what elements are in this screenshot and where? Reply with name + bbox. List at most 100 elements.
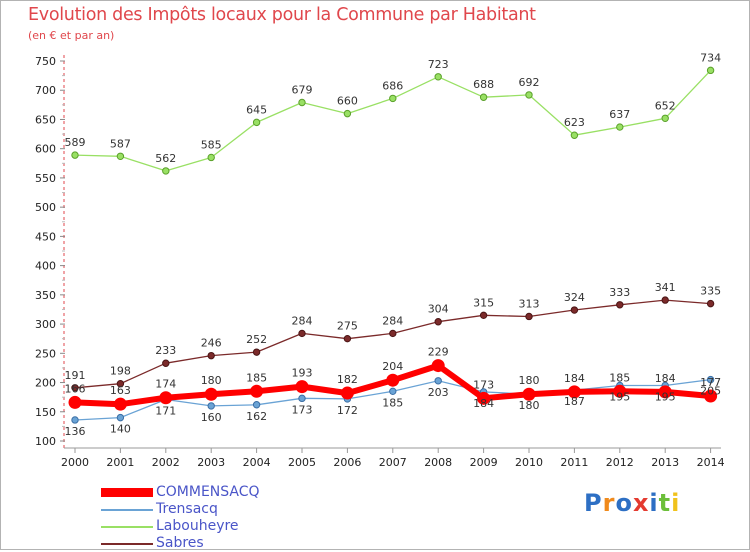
y-tick-label: 500 — [35, 201, 56, 214]
data-point-sabres — [207, 351, 215, 360]
data-label-sabres: 335 — [700, 285, 721, 298]
data-label-commensacq: 166 — [65, 382, 86, 395]
data-label-trensacq: 184 — [473, 397, 494, 410]
data-label-trensacq: 205 — [700, 385, 721, 398]
data-label-trensacq: 171 — [155, 404, 176, 417]
legend-label: Trensacq — [156, 501, 218, 517]
data-point-commensacq — [340, 386, 354, 400]
data-point-commensacq — [477, 391, 491, 405]
data-point-commensacq — [250, 384, 264, 398]
legend-label: COMMENSACQ — [156, 484, 260, 500]
data-label-commensacq: 180 — [519, 374, 540, 387]
data-label-trensacq: 185 — [382, 396, 403, 409]
data-point-commensacq — [522, 387, 536, 401]
data-point-labouheyre — [207, 153, 215, 162]
data-label-commensacq: 184 — [564, 372, 585, 385]
data-label-labouheyre: 589 — [65, 136, 86, 149]
x-tick-label: 2008 — [424, 456, 452, 469]
x-tick-label: 2011 — [560, 456, 588, 469]
data-point-sabres — [434, 318, 442, 326]
data-label-labouheyre: 688 — [473, 78, 494, 91]
data-label-commensacq: 177 — [700, 376, 721, 389]
data-point-sabres — [389, 329, 397, 338]
legend-swatch — [101, 488, 153, 497]
data-label-labouheyre: 562 — [155, 152, 176, 165]
data-label-sabres: 313 — [519, 297, 540, 310]
data-point-sabres — [298, 329, 306, 338]
proxiti-logo: Proxiti — [584, 489, 681, 517]
data-label-labouheyre: 587 — [110, 137, 131, 150]
data-label-trensacq: 187 — [564, 395, 585, 408]
data-label-commensacq: 204 — [382, 360, 403, 373]
x-tick-label: 2001 — [106, 456, 134, 469]
data-label-labouheyre: 652 — [655, 99, 676, 112]
x-tick-label: 2010 — [515, 456, 543, 469]
data-label-commensacq: 185 — [609, 371, 630, 384]
data-point-commensacq — [68, 395, 82, 409]
data-label-sabres: 252 — [246, 333, 267, 346]
data-label-commensacq: 174 — [155, 378, 176, 391]
data-label-sabres: 275 — [337, 320, 358, 333]
data-label-commensacq: 182 — [337, 373, 358, 386]
data-point-labouheyre — [570, 131, 579, 139]
data-point-commensacq — [113, 397, 127, 411]
data-label-commensacq: 193 — [292, 367, 313, 380]
data-label-labouheyre: 660 — [337, 95, 358, 108]
legend-swatch — [101, 508, 153, 511]
data-label-sabres: 315 — [473, 296, 494, 309]
data-point-trensacq — [298, 394, 306, 403]
legend-label: Labouheyre — [156, 518, 239, 534]
data-label-trensacq: 173 — [292, 403, 313, 416]
data-point-labouheyre — [434, 73, 442, 81]
data-label-trensacq: 195 — [609, 390, 630, 403]
data-point-commensacq — [613, 384, 627, 398]
data-label-commensacq: 229 — [428, 346, 449, 359]
data-point-trensacq — [434, 377, 442, 385]
y-tick-label: 350 — [35, 289, 56, 302]
data-point-sabres — [116, 380, 125, 388]
data-point-labouheyre — [298, 98, 306, 107]
y-tick-label: 150 — [35, 406, 56, 419]
data-point-trensacq — [207, 402, 215, 410]
data-label-trensacq: 172 — [337, 404, 358, 417]
data-point-labouheyre — [525, 91, 533, 99]
x-tick-label: 2003 — [197, 456, 225, 469]
x-tick-label: 2006 — [333, 456, 361, 469]
data-point-trensacq — [706, 375, 715, 384]
x-tick-label: 2009 — [470, 456, 498, 469]
data-label-commensacq: 184 — [655, 372, 676, 385]
data-label-sabres: 304 — [428, 303, 449, 316]
data-label-trensacq: 203 — [428, 386, 449, 399]
data-label-trensacq: 162 — [246, 410, 267, 423]
data-point-trensacq — [252, 401, 261, 409]
x-tick-label: 2005 — [288, 456, 316, 469]
data-label-sabres: 341 — [655, 281, 676, 294]
data-point-labouheyre — [479, 93, 488, 101]
data-label-labouheyre: 645 — [246, 103, 267, 116]
y-tick-label: 650 — [35, 113, 56, 126]
data-point-sabres — [343, 334, 352, 343]
data-point-commensacq — [159, 391, 173, 405]
x-tick-label: 2000 — [61, 456, 89, 469]
data-point-commensacq — [204, 387, 218, 401]
data-label-commensacq: 180 — [201, 374, 222, 387]
data-point-trensacq — [71, 416, 79, 424]
chart-subtitle: (en € et par an) — [28, 29, 115, 42]
chart-title: Evolution des Impôts locaux pour la Comm… — [28, 5, 536, 25]
data-point-sabres — [525, 312, 533, 321]
data-point-trensacq — [389, 387, 397, 396]
data-label-sabres: 246 — [201, 337, 222, 350]
data-label-labouheyre: 734 — [700, 51, 721, 64]
data-point-commensacq — [658, 385, 672, 399]
data-point-commensacq — [567, 385, 581, 399]
data-point-labouheyre — [706, 66, 715, 75]
x-tick-label: 2002 — [152, 456, 180, 469]
data-label-sabres: 284 — [292, 314, 313, 327]
data-point-labouheyre — [389, 94, 397, 103]
x-tick-label: 2013 — [651, 456, 679, 469]
data-point-labouheyre — [116, 152, 125, 160]
y-tick-label: 250 — [35, 347, 56, 360]
data-label-trensacq: 160 — [201, 411, 222, 424]
data-label-commensacq: 163 — [110, 384, 131, 397]
